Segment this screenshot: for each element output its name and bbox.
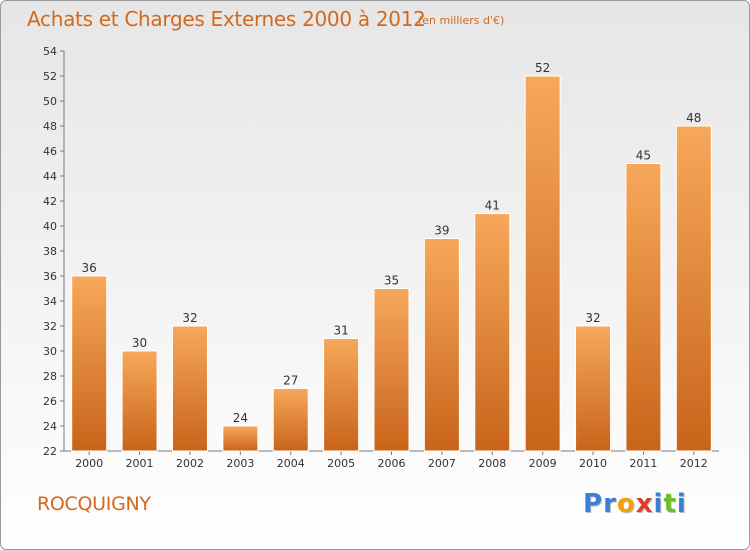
bar-2012: [675, 125, 712, 452]
x-tick-label-2012: 2012: [680, 457, 708, 470]
logo-letter: t: [663, 489, 677, 519]
chart-subtitle: (en milliers d'€): [418, 14, 505, 27]
y-tick-label: 28: [43, 370, 57, 383]
data-label-2000: 36: [82, 261, 97, 275]
bar-2004: [272, 388, 309, 452]
bar-2002: [171, 325, 208, 452]
x-tick-label-2003: 2003: [226, 457, 254, 470]
x-tick-label-2009: 2009: [529, 457, 557, 470]
logo-letter: P: [583, 489, 604, 519]
data-label-2002: 32: [182, 311, 197, 325]
y-tick-label: 52: [43, 70, 57, 83]
bar-2006: [373, 288, 410, 452]
x-tick-label-2001: 2001: [126, 457, 154, 470]
chart-title: Achats et Charges Externes 2000 à 2012: [27, 7, 426, 31]
y-tick-label: 30: [43, 345, 57, 358]
chart-labels: 22 24 26 28 30 32 34 36 38 40 42 44 46 48 50 52 54 36 2000…: [43, 45, 708, 470]
y-tick-label: 36: [43, 270, 57, 283]
data-label-2006: 35: [384, 274, 399, 288]
x-tick-label-2002: 2002: [176, 457, 204, 470]
data-label-2009: 52: [535, 61, 550, 75]
logo-letter: x: [635, 489, 654, 519]
bar-2000: [71, 275, 108, 452]
logo-letter: o: [616, 489, 636, 519]
bar-2010: [575, 325, 612, 452]
y-tick-label: 40: [43, 220, 57, 233]
bar-2011: [625, 163, 662, 452]
x-tick-label-2008: 2008: [478, 457, 506, 470]
proxiti-logo: Proxiti: [583, 489, 687, 519]
data-label-2005: 31: [333, 324, 348, 338]
data-label-2004: 27: [283, 374, 298, 388]
x-tick-label-2004: 2004: [277, 457, 305, 470]
x-tick-label-2000: 2000: [75, 457, 103, 470]
y-tick-label: 34: [43, 295, 57, 308]
x-tick-label-2010: 2010: [579, 457, 607, 470]
data-label-2011: 45: [636, 149, 651, 163]
chart-bars: [71, 75, 712, 452]
place-name: ROCQUIGNY: [37, 493, 151, 515]
y-tick-label: 44: [43, 170, 57, 183]
y-tick-label: 46: [43, 145, 57, 158]
logo-letter: i: [676, 489, 687, 519]
y-tick-label: 22: [43, 445, 57, 458]
bar-2003: [222, 425, 259, 452]
x-tick-label-2005: 2005: [327, 457, 355, 470]
data-label-2008: 41: [485, 199, 500, 213]
y-tick-label: 50: [43, 95, 57, 108]
bar-2001: [121, 350, 158, 452]
y-tick-label: 42: [43, 195, 57, 208]
y-tick-label: 48: [43, 120, 57, 133]
x-tick-label-2007: 2007: [428, 457, 456, 470]
data-label-2010: 32: [585, 311, 600, 325]
y-tick-label: 26: [43, 395, 57, 408]
data-label-2007: 39: [434, 224, 449, 238]
y-tick-label: 24: [43, 420, 57, 433]
bar-2007: [423, 238, 460, 452]
bar-2009: [524, 75, 561, 452]
data-label-2001: 30: [132, 336, 147, 350]
bar-2008: [474, 213, 511, 452]
data-label-2012: 48: [686, 111, 701, 125]
x-tick-label-2011: 2011: [629, 457, 657, 470]
y-tick-label: 38: [43, 245, 57, 258]
logo-letter: r: [603, 489, 617, 519]
data-label-2003: 24: [233, 411, 248, 425]
y-tick-label: 32: [43, 320, 57, 333]
logo-letter: i: [653, 489, 664, 519]
x-tick-label-2006: 2006: [378, 457, 406, 470]
y-tick-label: 54: [43, 45, 57, 58]
bar-2005: [323, 338, 360, 452]
